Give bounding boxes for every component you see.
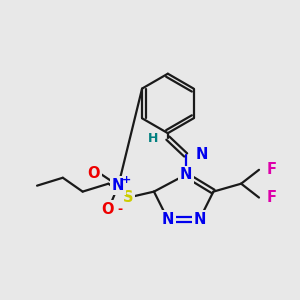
- Text: O: O: [101, 202, 114, 217]
- Text: S: S: [123, 190, 134, 205]
- Text: O: O: [87, 166, 100, 181]
- Text: F: F: [267, 162, 277, 177]
- Text: N: N: [179, 167, 192, 182]
- Text: H: H: [148, 132, 158, 145]
- Text: N: N: [196, 148, 208, 163]
- Text: -: -: [118, 203, 123, 216]
- Text: F: F: [267, 190, 277, 205]
- Text: N: N: [112, 178, 124, 193]
- Text: N: N: [193, 212, 206, 227]
- Text: N: N: [162, 212, 174, 227]
- Text: +: +: [122, 175, 131, 185]
